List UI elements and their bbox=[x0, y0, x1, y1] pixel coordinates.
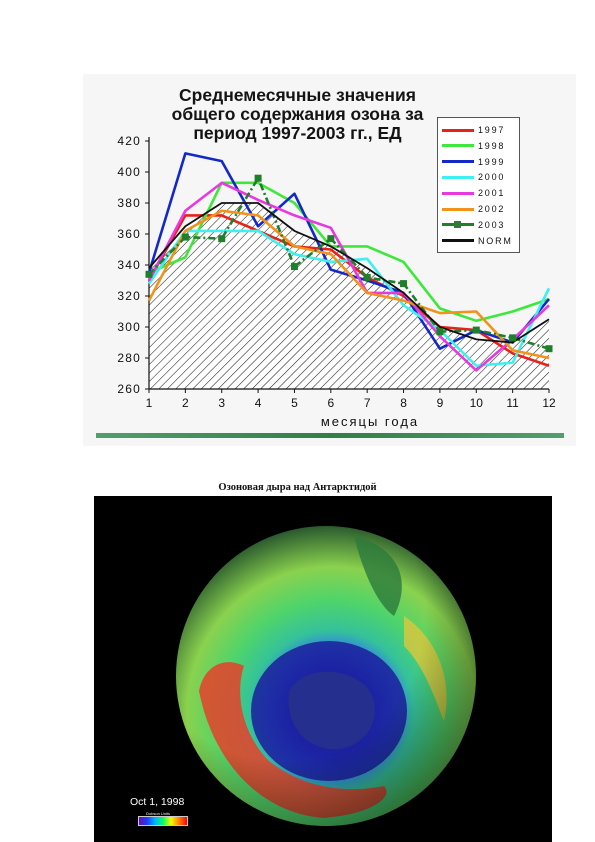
series-line-norm bbox=[148, 202, 550, 344]
series-line-2002 bbox=[147, 209, 550, 360]
x-tick-label: 9 bbox=[437, 396, 444, 410]
legend-swatch bbox=[442, 207, 474, 211]
x-tick-label: 5 bbox=[291, 396, 298, 410]
x-tick-label: 3 bbox=[218, 396, 225, 410]
legend-swatch bbox=[442, 144, 474, 148]
x-tick-label: 4 bbox=[255, 396, 262, 410]
x-tick-label: 1 bbox=[146, 396, 153, 410]
series-point-2003 bbox=[254, 174, 262, 182]
y-tick-label: 360 bbox=[117, 227, 141, 241]
y-tick-label: 420 bbox=[117, 134, 141, 148]
series-point-2003 bbox=[145, 270, 153, 278]
series-lines bbox=[147, 152, 551, 372]
legend-label: 1999 bbox=[478, 156, 506, 167]
legend-item-1997: 1997 bbox=[442, 124, 505, 136]
y-tick-label: 400 bbox=[117, 165, 141, 179]
legend-item-2003: 2003 bbox=[442, 219, 505, 231]
series-point-2003 bbox=[509, 334, 517, 342]
chart-divider-rule bbox=[96, 433, 564, 438]
chart-legend: 1997 1998 1999 2000 2001 2002 2003 NORM bbox=[437, 117, 520, 253]
ozone-hole-image: Oct 1, 1998 Dobson Units bbox=[94, 496, 552, 842]
x-tick-label: 10 bbox=[470, 396, 484, 410]
legend-label: 2003 bbox=[478, 219, 506, 230]
legend-label: 2002 bbox=[478, 204, 506, 214]
legend-label: 2000 bbox=[478, 172, 506, 183]
legend-item-norm: NORM bbox=[442, 235, 513, 247]
legend-swatch bbox=[442, 239, 474, 243]
series-line-2001 bbox=[147, 181, 550, 372]
series-point-2003 bbox=[363, 273, 371, 281]
legend-swatch bbox=[442, 191, 474, 195]
series-point-2003 bbox=[181, 233, 189, 241]
earth-globe-illustration bbox=[176, 526, 476, 826]
series-point-2003 bbox=[472, 326, 480, 334]
series-point-2003 bbox=[290, 263, 298, 271]
series-point-2003 bbox=[327, 235, 335, 243]
x-tick-label: 12 bbox=[542, 396, 556, 410]
x-tick-label: 2 bbox=[182, 396, 189, 410]
photo-caption: Озоновая дыра над Антарктидой bbox=[218, 482, 377, 493]
x-tick-label: 6 bbox=[327, 396, 334, 410]
legend-swatch bbox=[442, 160, 474, 164]
legend-label: NORM bbox=[478, 235, 513, 246]
chart-title: Среднемесячные значения общего содержани… bbox=[171, 85, 424, 143]
legend-item-2001: 2001 bbox=[442, 187, 505, 199]
legend-label: 2001 bbox=[478, 188, 506, 199]
series-point-2003 bbox=[400, 280, 408, 288]
y-tick-label: 340 bbox=[117, 258, 141, 272]
series-point-2003 bbox=[218, 235, 226, 243]
y-tick-label: 320 bbox=[117, 289, 141, 303]
legend-marker bbox=[454, 221, 461, 229]
norm-hatched-area bbox=[149, 203, 549, 389]
x-tick-label: 8 bbox=[400, 396, 407, 410]
y-tick-label: 380 bbox=[117, 196, 141, 210]
legend-item-1998: 1998 bbox=[442, 140, 505, 152]
y-tick-label: 300 bbox=[117, 320, 141, 334]
axis-ticks bbox=[145, 140, 550, 393]
x-tick-label: 11 bbox=[506, 396, 519, 410]
image-date-label: Oct 1, 1998 bbox=[130, 796, 185, 808]
color-scale-bar bbox=[138, 816, 188, 826]
legend-item-2000: 2000 bbox=[442, 171, 505, 183]
legend-item-1999: 1999 bbox=[442, 156, 505, 168]
y-tick-label: 280 bbox=[117, 351, 141, 365]
legend-swatch bbox=[442, 175, 474, 179]
legend-label: 1998 bbox=[478, 140, 506, 151]
legend-item-2002: 2002 bbox=[442, 203, 505, 215]
color-scale-label: Dobson Units bbox=[146, 811, 171, 816]
y-tick-label: 260 bbox=[117, 382, 141, 396]
series-point-2003 bbox=[436, 328, 444, 336]
legend-label: 1997 bbox=[478, 125, 506, 135]
legend-swatch bbox=[442, 221, 474, 229]
series-point-2003 bbox=[545, 345, 553, 353]
x-tick-label: 7 bbox=[364, 396, 371, 410]
legend-swatch bbox=[442, 128, 474, 132]
x-axis-label: месяцы года bbox=[321, 414, 419, 429]
series-markers bbox=[145, 174, 553, 353]
